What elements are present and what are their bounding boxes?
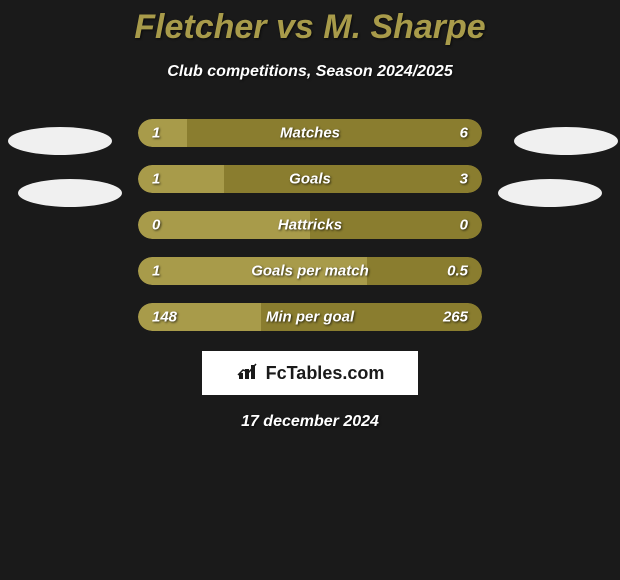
player-left-avatar-1 — [8, 127, 112, 155]
bar-value-left: 148 — [152, 309, 177, 326]
bar-segment-left — [138, 165, 224, 193]
date-text: 17 december 2024 — [0, 413, 620, 431]
bar-value-right: 3 — [460, 171, 468, 188]
player-right-avatar-2 — [498, 179, 602, 207]
bar-value-right: 6 — [460, 125, 468, 142]
bar-value-left: 1 — [152, 171, 160, 188]
logo-box[interactable]: FcTables.com — [202, 351, 418, 395]
logo-text: FcTables.com — [266, 363, 385, 384]
bar-label: Goals — [289, 171, 331, 188]
bar-row: 1 3 Goals — [138, 165, 482, 193]
comparison-widget: Fletcher vs M. Sharpe Club competitions,… — [0, 0, 620, 431]
bar-value-left: 1 — [152, 125, 160, 142]
bar-value-right: 265 — [443, 309, 468, 326]
bar-row: 148 265 Min per goal — [138, 303, 482, 331]
bar-value-right: 0.5 — [447, 263, 468, 280]
bar-value-left: 1 — [152, 263, 160, 280]
bar-label: Hattricks — [278, 217, 342, 234]
bar-value-left: 0 — [152, 217, 160, 234]
bar-row: 1 0.5 Goals per match — [138, 257, 482, 285]
bar-label: Matches — [280, 125, 340, 142]
bar-label: Min per goal — [266, 309, 354, 326]
comparison-bars: 1 6 Matches 1 3 Goals 0 0 Hattricks 1 0.5 Goals per… — [138, 119, 482, 331]
player-right-avatar-1 — [514, 127, 618, 155]
player-left-avatar-2 — [18, 179, 122, 207]
bar-value-right: 0 — [460, 217, 468, 234]
subtitle: Club competitions, Season 2024/2025 — [0, 63, 620, 81]
bar-segment-left — [138, 119, 187, 147]
bar-chart-icon — [236, 361, 262, 386]
bar-row: 0 0 Hattricks — [138, 211, 482, 239]
bar-segment-right — [224, 165, 482, 193]
bar-label: Goals per match — [251, 263, 369, 280]
page-title: Fletcher vs M. Sharpe — [0, 8, 620, 47]
bar-row: 1 6 Matches — [138, 119, 482, 147]
content-area: 1 6 Matches 1 3 Goals 0 0 Hattricks 1 0.5 Goals per… — [0, 119, 620, 331]
